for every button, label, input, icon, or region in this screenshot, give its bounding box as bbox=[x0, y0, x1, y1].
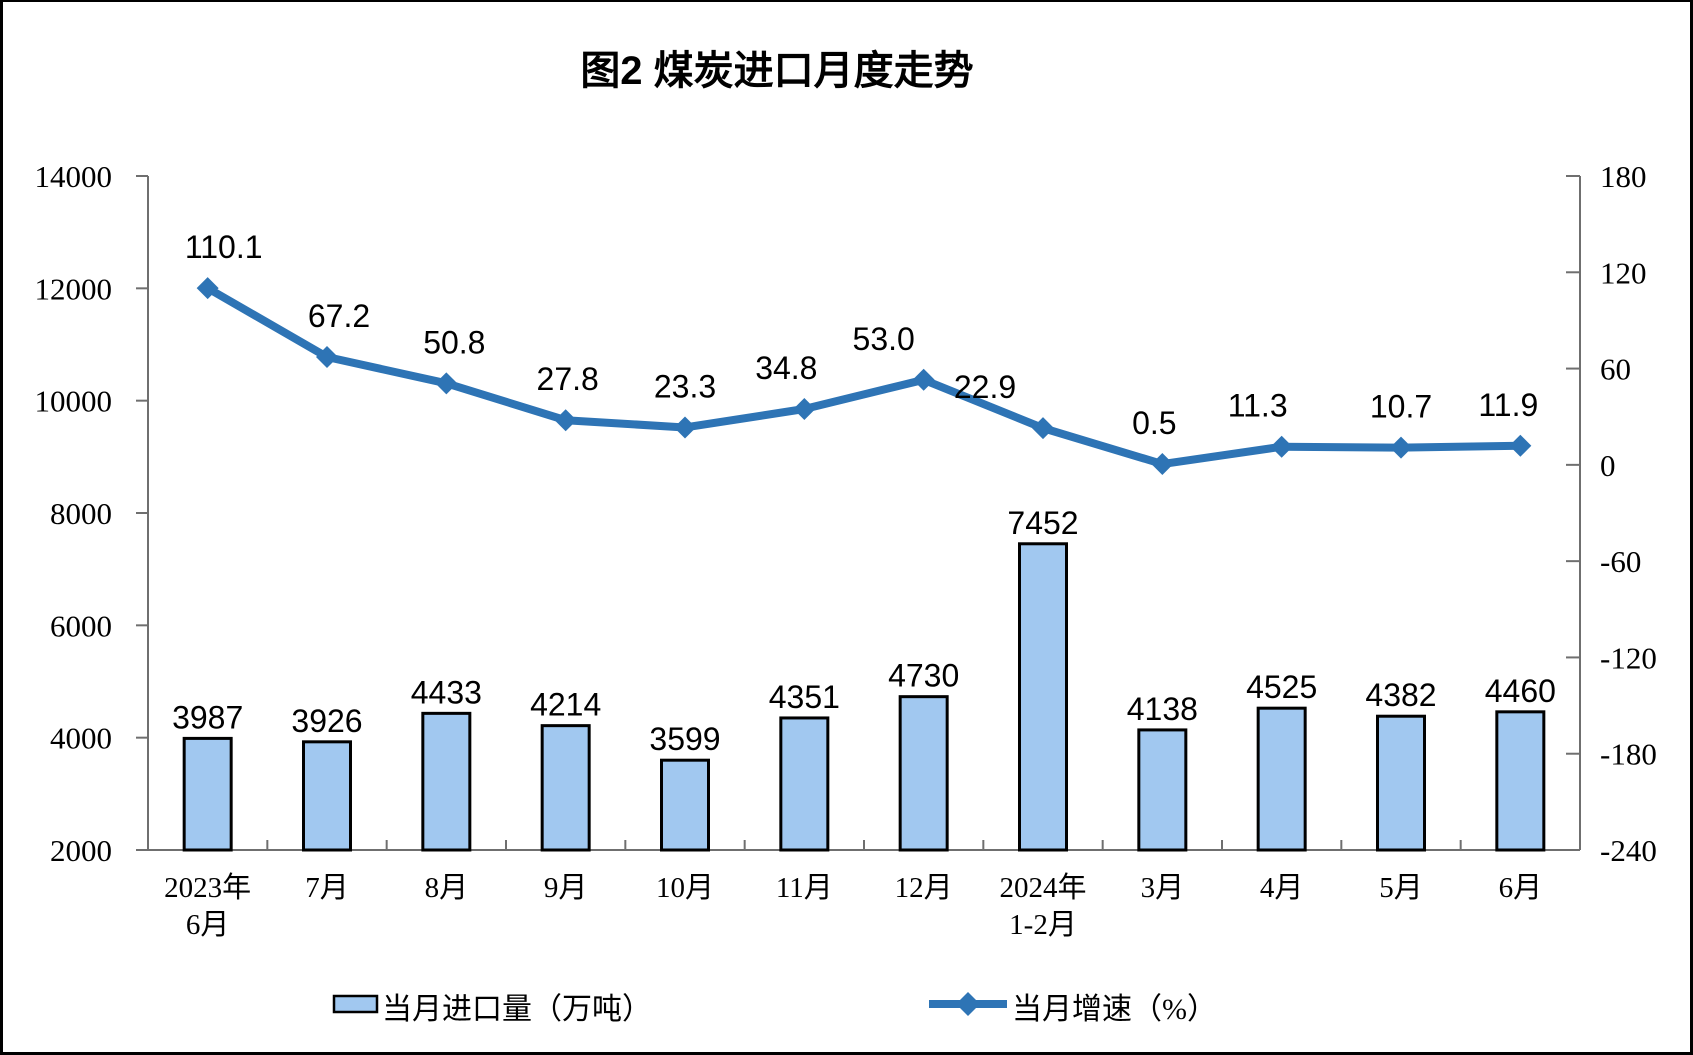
line-point-marker bbox=[1270, 435, 1293, 458]
y-axis-left-tick-label: 8000 bbox=[50, 496, 112, 531]
y-axis-right-tick-label: -60 bbox=[1600, 544, 1641, 579]
bar-data-label: 4525 bbox=[1246, 669, 1317, 705]
y-axis-right-tick-label: -120 bbox=[1600, 640, 1657, 675]
line-data-label: 50.8 bbox=[423, 324, 485, 360]
x-axis-category-label: 10月 bbox=[656, 872, 714, 904]
x-axis-category-label-line2: 1-2月 bbox=[1009, 909, 1077, 941]
y-axis-left-tick-label: 14000 bbox=[35, 159, 113, 194]
line-point-marker bbox=[196, 277, 219, 300]
x-axis-category-label: 6月 bbox=[1499, 872, 1543, 904]
bar bbox=[779, 716, 830, 852]
bar bbox=[898, 695, 949, 852]
line-data-label: 23.3 bbox=[654, 368, 716, 404]
x-axis-category-label: 9月 bbox=[544, 872, 588, 904]
line-data-label: 110.1 bbox=[185, 229, 263, 265]
bar bbox=[1256, 706, 1307, 852]
line-data-label: 22.9 bbox=[954, 369, 1016, 405]
x-axis-category-label: 8月 bbox=[425, 872, 469, 904]
bar-data-label: 4460 bbox=[1485, 673, 1556, 709]
growth-line bbox=[203, 284, 1525, 469]
line-point-marker bbox=[912, 368, 935, 391]
y-axis-right-tick-label: 0 bbox=[1600, 448, 1616, 483]
y-axis-right-tick-label: -240 bbox=[1600, 833, 1657, 868]
line-data-label: 34.8 bbox=[755, 350, 817, 386]
line-point-marker bbox=[793, 398, 816, 421]
bar-data-label: 4382 bbox=[1365, 677, 1436, 713]
line-data-label: 10.7 bbox=[1370, 389, 1432, 425]
bar-data-label: 4730 bbox=[888, 658, 959, 694]
line-data-label: 11.9 bbox=[1478, 387, 1538, 423]
line-point-marker bbox=[554, 409, 577, 432]
bar-data-label: 4433 bbox=[411, 674, 482, 710]
x-axis-category-label-line2: 6月 bbox=[186, 909, 230, 941]
bar bbox=[1376, 714, 1426, 852]
y-axis-right-tick-label: 180 bbox=[1600, 159, 1647, 194]
bar-data-label: 3987 bbox=[172, 699, 243, 735]
y-axis-left-tick-label: 6000 bbox=[50, 608, 112, 643]
y-axis-right-tick-label: -180 bbox=[1600, 737, 1657, 772]
x-axis-category-label: 12月 bbox=[895, 872, 953, 904]
y-axis-left-tick-label: 12000 bbox=[35, 271, 113, 306]
legend-bar-swatch bbox=[332, 994, 379, 1014]
legend-line-label: 当月增速（%） bbox=[1012, 993, 1217, 1026]
line-data-label: 67.2 bbox=[308, 298, 370, 334]
y-axis-right-tick-label: 120 bbox=[1600, 255, 1647, 290]
bar bbox=[1018, 542, 1068, 852]
y-axis-right-tick-label: 60 bbox=[1600, 352, 1631, 387]
y-axis-left-tick-label: 4000 bbox=[50, 721, 112, 756]
line-data-label: 27.8 bbox=[537, 361, 599, 397]
bar bbox=[421, 711, 472, 852]
line-point-marker bbox=[1032, 417, 1054, 440]
line-data-label: 0.5 bbox=[1132, 405, 1176, 441]
y-axis-left-tick-label: 10000 bbox=[35, 384, 113, 419]
line-point-marker bbox=[674, 416, 696, 439]
line-point-marker bbox=[316, 346, 338, 369]
bar-data-label: 3926 bbox=[291, 703, 362, 739]
x-axis-category-label: 7月 bbox=[305, 872, 349, 904]
x-axis-category-label: 2023年 bbox=[164, 871, 251, 904]
bar-data-label: 7452 bbox=[1007, 505, 1078, 541]
line-data-label: 53.0 bbox=[853, 321, 915, 357]
line-point-marker bbox=[1390, 436, 1412, 459]
line-point-marker bbox=[435, 372, 458, 395]
legend-line-marker-icon bbox=[956, 992, 980, 1016]
line-point-marker bbox=[1509, 434, 1532, 457]
bar bbox=[540, 724, 591, 852]
legend-bar-label: 当月进口量（万吨） bbox=[382, 993, 652, 1026]
x-axis-category-label: 4月 bbox=[1260, 872, 1304, 904]
x-axis-category-label: 3月 bbox=[1141, 872, 1185, 904]
bar bbox=[1137, 728, 1188, 852]
bar bbox=[660, 758, 710, 852]
bar-data-label: 4351 bbox=[769, 679, 840, 715]
x-axis-category-label: 5月 bbox=[1379, 872, 1423, 904]
line-data-label: 11.3 bbox=[1228, 388, 1288, 424]
bar bbox=[1495, 710, 1546, 852]
y-axis-left-tick-label: 2000 bbox=[50, 833, 112, 868]
bar bbox=[302, 740, 352, 852]
bar-data-label: 3599 bbox=[649, 721, 720, 757]
x-axis-category-label: 2024年 bbox=[999, 871, 1086, 904]
x-axis-category-label: 11月 bbox=[776, 872, 833, 904]
bar-data-label: 4138 bbox=[1127, 691, 1198, 727]
bar bbox=[182, 736, 233, 852]
bar-data-label: 4214 bbox=[530, 687, 601, 723]
legend: 当月进口量（万吨） 当月增速（%） bbox=[332, 992, 1217, 1026]
line-point-marker bbox=[1151, 453, 1174, 476]
chart-title: 图2 煤炭进口月度走势 bbox=[580, 49, 973, 93]
